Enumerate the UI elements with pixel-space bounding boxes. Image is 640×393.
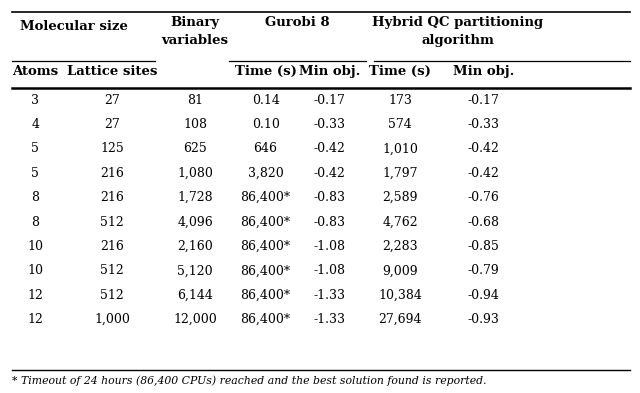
Text: 216: 216 xyxy=(100,191,124,204)
Text: 27,694: 27,694 xyxy=(378,313,422,326)
Text: Time (s): Time (s) xyxy=(369,65,431,78)
Text: 625: 625 xyxy=(183,142,207,156)
Text: 86,400*: 86,400* xyxy=(241,191,291,204)
Text: 86,400*: 86,400* xyxy=(241,215,291,229)
Text: -0.76: -0.76 xyxy=(467,191,499,204)
Text: -0.42: -0.42 xyxy=(314,142,346,156)
Text: -0.68: -0.68 xyxy=(467,215,499,229)
Text: 8: 8 xyxy=(31,215,39,229)
Text: 10: 10 xyxy=(28,240,44,253)
Text: 2,283: 2,283 xyxy=(382,240,418,253)
Text: 1,080: 1,080 xyxy=(177,167,213,180)
Text: Min obj.: Min obj. xyxy=(299,65,360,78)
Text: 0.10: 0.10 xyxy=(252,118,280,131)
Text: Time (s): Time (s) xyxy=(235,65,296,78)
Text: -0.33: -0.33 xyxy=(314,118,346,131)
Text: 10,384: 10,384 xyxy=(378,288,422,302)
Text: 108: 108 xyxy=(183,118,207,131)
Text: 1,000: 1,000 xyxy=(94,313,130,326)
Text: 9,009: 9,009 xyxy=(382,264,418,277)
Text: 4,762: 4,762 xyxy=(382,215,418,229)
Text: 6,144: 6,144 xyxy=(177,288,213,302)
Text: -1.08: -1.08 xyxy=(314,264,346,277)
Text: Atoms: Atoms xyxy=(12,65,58,78)
Text: Lattice sites: Lattice sites xyxy=(67,65,157,78)
Text: -0.33: -0.33 xyxy=(467,118,499,131)
Text: 5: 5 xyxy=(31,167,39,180)
Text: 512: 512 xyxy=(100,288,124,302)
Text: -0.94: -0.94 xyxy=(467,288,499,302)
Text: 10: 10 xyxy=(28,264,44,277)
Text: -0.17: -0.17 xyxy=(314,94,346,107)
Text: 2,160: 2,160 xyxy=(177,240,213,253)
Text: 216: 216 xyxy=(100,167,124,180)
Text: 27: 27 xyxy=(104,118,120,131)
Text: 81: 81 xyxy=(187,94,204,107)
Text: -1.33: -1.33 xyxy=(314,288,346,302)
Text: -0.42: -0.42 xyxy=(467,142,499,156)
Text: 12,000: 12,000 xyxy=(173,313,217,326)
Text: 12: 12 xyxy=(28,288,43,302)
Text: 3: 3 xyxy=(31,94,39,107)
Text: 86,400*: 86,400* xyxy=(241,288,291,302)
Text: -1.08: -1.08 xyxy=(314,240,346,253)
Text: Binary
variables: Binary variables xyxy=(162,16,228,47)
Text: 1,010: 1,010 xyxy=(382,142,418,156)
Text: 86,400*: 86,400* xyxy=(241,240,291,253)
Text: 4: 4 xyxy=(31,118,39,131)
Text: Hybrid QC partitioning
algorithm: Hybrid QC partitioning algorithm xyxy=(372,16,543,47)
Text: 5,120: 5,120 xyxy=(177,264,213,277)
Text: Molecular size: Molecular size xyxy=(20,20,127,33)
Text: Gurobi 8: Gurobi 8 xyxy=(266,16,330,29)
Text: * Timeout of 24 hours (86,400 CPUs) reached and the best solution found is repor: * Timeout of 24 hours (86,400 CPUs) reac… xyxy=(12,375,486,386)
Text: 173: 173 xyxy=(388,94,412,107)
Text: -0.79: -0.79 xyxy=(467,264,499,277)
Text: 512: 512 xyxy=(100,264,124,277)
Text: 8: 8 xyxy=(31,191,39,204)
Text: 2,589: 2,589 xyxy=(382,191,418,204)
Text: 4,096: 4,096 xyxy=(177,215,213,229)
Text: 512: 512 xyxy=(100,215,124,229)
Text: 86,400*: 86,400* xyxy=(241,313,291,326)
Text: 0.14: 0.14 xyxy=(252,94,280,107)
Text: 12: 12 xyxy=(28,313,43,326)
Text: -0.83: -0.83 xyxy=(314,215,346,229)
Text: 574: 574 xyxy=(388,118,412,131)
Text: -1.33: -1.33 xyxy=(314,313,346,326)
Text: 646: 646 xyxy=(253,142,278,156)
Text: 5: 5 xyxy=(31,142,39,156)
Text: -0.42: -0.42 xyxy=(314,167,346,180)
Text: Min obj.: Min obj. xyxy=(452,65,514,78)
Text: 125: 125 xyxy=(100,142,124,156)
Text: -0.17: -0.17 xyxy=(467,94,499,107)
Text: 3,820: 3,820 xyxy=(248,167,284,180)
Text: 1,797: 1,797 xyxy=(382,167,418,180)
Text: -0.93: -0.93 xyxy=(467,313,499,326)
Text: 27: 27 xyxy=(104,94,120,107)
Text: -0.85: -0.85 xyxy=(467,240,499,253)
Text: 86,400*: 86,400* xyxy=(241,264,291,277)
Text: 1,728: 1,728 xyxy=(177,191,213,204)
Text: -0.42: -0.42 xyxy=(467,167,499,180)
Text: 216: 216 xyxy=(100,240,124,253)
Text: -0.83: -0.83 xyxy=(314,191,346,204)
